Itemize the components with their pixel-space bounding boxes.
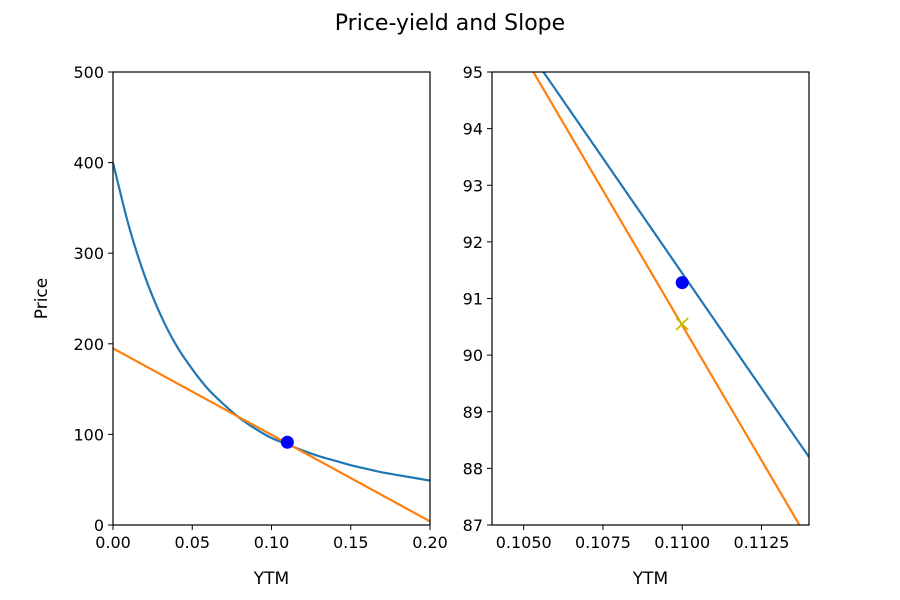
y-tick-label: 89 <box>463 403 483 422</box>
y-tick-label: 500 <box>73 63 104 82</box>
y-tick-label: 87 <box>463 516 483 535</box>
y-tick-label: 88 <box>463 459 483 478</box>
y-axis-label: Price <box>32 278 52 319</box>
x-tick-label: 0.1125 <box>733 533 789 552</box>
y-tick-label: 200 <box>73 335 104 354</box>
series-line-price <box>113 162 430 482</box>
x-tick-label: 0.1075 <box>575 533 631 552</box>
y-tick-label: 300 <box>73 244 104 263</box>
x-tick-label: 0.05 <box>174 533 210 552</box>
series-line-slope <box>532 72 801 525</box>
x-axis-label: YTM <box>253 569 289 589</box>
y-tick-label: 94 <box>463 120 483 139</box>
x-tick-label: 0.00 <box>95 533 131 552</box>
y-tick-label: 400 <box>73 154 104 173</box>
y-tick-label: 92 <box>463 233 483 252</box>
data-point <box>675 276 689 290</box>
x-tick-label: 0.1050 <box>496 533 552 552</box>
series-line-price <box>542 72 809 458</box>
axes-frame <box>112 71 431 526</box>
data-point <box>280 435 294 449</box>
y-tick-label: 90 <box>463 346 483 365</box>
x-axis-label: YTM <box>632 569 668 589</box>
y-tick-label: 100 <box>73 425 104 444</box>
panel-1: 0.00 0.05 0.10 0.15 0.20 0 100 200 300 400 500 YTM P… <box>32 63 448 589</box>
y-tick-label: 0 <box>94 516 104 535</box>
x-tick-label: 0.20 <box>412 533 448 552</box>
series-line-slope <box>113 347 430 523</box>
plot-area-2 <box>532 72 809 525</box>
x-tick-label: 0.15 <box>333 533 369 552</box>
y-tick-label: 93 <box>463 176 483 195</box>
data-point-x-marker <box>675 317 689 331</box>
plot-area-1 <box>113 162 430 523</box>
panel-2: 0.1050 0.1075 0.1100 0.1125 87 88 89 90 91 92 93 94… <box>463 63 810 589</box>
axes-frame <box>491 71 810 526</box>
y-tick-label: 95 <box>463 63 483 82</box>
y-tick-label: 91 <box>463 290 483 309</box>
figure-title: Price-yield and Slope <box>335 11 565 36</box>
x-tick-label: 0.10 <box>254 533 290 552</box>
x-tick-label: 0.1100 <box>654 533 710 552</box>
